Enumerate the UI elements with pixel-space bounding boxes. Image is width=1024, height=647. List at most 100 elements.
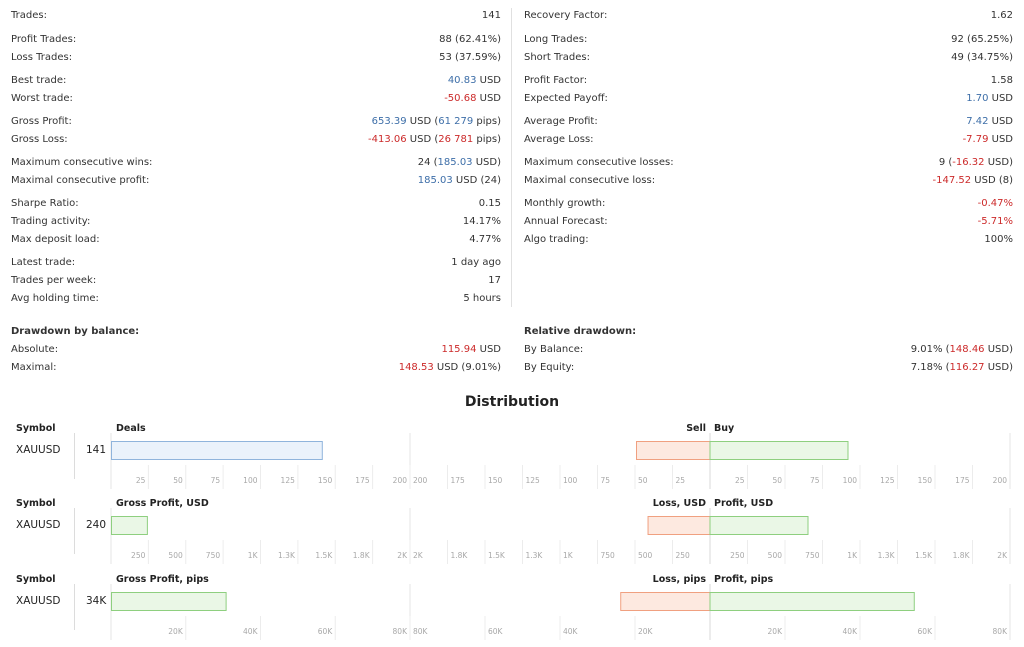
right-negative-tick-label: 1.3K (526, 551, 544, 560)
right-positive-tick-label: 150 (918, 476, 933, 485)
stat-row-monthly-growth: Monthly growth: -0.47% (524, 196, 1013, 212)
stat-label: Maximum consecutive wins: (11, 157, 153, 168)
right-positive-tick-label: 750 (805, 551, 820, 560)
stat-label: Latest trade: (11, 257, 76, 268)
right-negative-tick-label: 1.5K (488, 551, 506, 560)
stat-value-part: USD (988, 116, 1013, 127)
stat-row-short-trades: Short Trades: 49 (34.75%) (524, 50, 1013, 66)
stat-value-part: 1 day ago (451, 257, 501, 268)
stat-value: 4.77% (469, 232, 501, 248)
stat-label: Monthly growth: (524, 198, 606, 209)
distribution-chart: 250 500 750 1K 1.3K 1.5K 1.8K 2K 2K 1.8K 1.5K 1.3K 1… (110, 508, 1011, 564)
right-positive-tick-label: 500 (768, 551, 783, 560)
left-tick-label: 60K (318, 627, 334, 636)
right-positive-tick-label: 100 (843, 476, 858, 485)
right-positive-tick-label: 75 (810, 476, 820, 485)
stat-value: 1 day ago (451, 255, 501, 271)
stat-value-part: 49 (34.75%) (951, 52, 1013, 63)
right-negative-tick-label: 25 (676, 476, 686, 485)
distribution-title: Distribution (464, 394, 560, 410)
stat-label: By Equity: (524, 362, 575, 373)
stat-value-part: USD (9.01%) (433, 362, 501, 373)
stat-value: 40.83 USD (448, 73, 501, 89)
symbol-name: XAUUSD (16, 519, 61, 531)
right-positive-tick-label: 200 (993, 476, 1008, 485)
stat-row-annual-forecast: Annual Forecast: -5.71% (524, 214, 1013, 230)
left-tick-label: 750 (206, 551, 221, 560)
right-negative-tick-label: 2K (413, 551, 424, 560)
right-negative-tick-label: 250 (676, 551, 691, 560)
left-tick-label: 80K (393, 627, 409, 636)
stat-row-trades: Trades: 141 (11, 8, 501, 24)
drawdown-heading: Drawdown by balance: (11, 324, 501, 340)
symbol-count: 240 (86, 519, 107, 531)
stat-value: -5.71% (978, 214, 1013, 230)
stat-value-part: 0.15 (478, 198, 501, 209)
stat-value: -7.79 USD (963, 132, 1013, 148)
column-divider (511, 8, 512, 307)
stat-value: 24 (185.03 USD) (418, 155, 501, 171)
stat-value: 9.01% (148.46 USD) (911, 342, 1013, 358)
stat-label: Absolute: (11, 344, 59, 355)
left-tick-label: 150 (318, 476, 333, 485)
stat-value-part: 53 (37.59%) (439, 52, 501, 63)
stat-value-part: 100% (984, 234, 1013, 245)
left-tick-label: 500 (168, 551, 183, 560)
right-positive-tick-label: 50 (772, 476, 782, 485)
stat-label: Maximum consecutive losses: (524, 157, 674, 168)
symbol-name: XAUUSD (16, 444, 61, 456)
stat-value-part: 92 (65.25%) (951, 34, 1013, 45)
right-negative-tick-label: 200 (413, 476, 428, 485)
stat-value-part: USD) (984, 362, 1013, 373)
right-positive-tick-label: 2K (997, 551, 1008, 560)
stat-label: Maximal: (11, 362, 57, 373)
stat-value-part: 1.70 (966, 93, 989, 104)
stat-row-maximal-consecutive-loss: Maximal consecutive loss: -147.52 USD (8) (524, 173, 1013, 189)
distribution-section: 250 500 750 1K 1.3K 1.5K 1.8K 2K 2K 1.8K 1.5K 1.3K 1… (0, 498, 1024, 570)
stat-label: Recovery Factor: (524, 10, 608, 21)
stat-value-part: USD) (472, 157, 501, 168)
stat-row-avg-holding-time: Avg holding time: 5 hours (11, 291, 501, 307)
stat-value: -50.68 USD (444, 91, 501, 107)
left-chart-header: Gross Profit, USD (116, 498, 209, 509)
left-tick-label: 1.8K (353, 551, 371, 560)
distribution-chart: 20K 40K 60K 80K 80K 60K 40K 20K 20K 40K 60K 80K (110, 584, 1011, 640)
right-positive-tick-label: 1K (847, 551, 858, 560)
stat-value-part: -413.06 (367, 134, 407, 145)
stat-row-loss-trades: Loss Trades: 53 (37.59%) (11, 50, 501, 66)
stat-row-maximum-consecutive-wins: Maximum consecutive wins: 24 (185.03 USD) (11, 155, 501, 171)
left-tick-label: 100 (243, 476, 258, 485)
stat-value-part: USD (476, 344, 501, 355)
stat-value-part: USD (988, 93, 1013, 104)
right-positive-tick-label: 80K (993, 627, 1009, 636)
stat-value: 0.15 (479, 196, 501, 212)
symbol-divider (74, 584, 75, 630)
stat-row-profit-factor: Profit Factor: 1.58 (524, 73, 1013, 89)
right-negative-bar (620, 592, 711, 611)
right-negative-tick-label: 175 (451, 476, 466, 485)
stat-label: Maximal consecutive loss: (524, 175, 656, 186)
stat-row-profit-trades: Profit Trades: 88 (62.41%) (11, 32, 501, 48)
distribution-section: 25 50 75 100 125 150 175 200 200 175 150 125 100 75 50… (0, 423, 1024, 495)
stat-value-part: USD (8) (971, 175, 1013, 186)
stat-value-part: 14.17% (462, 216, 501, 227)
right-chart-positive-header: Profit, USD (714, 498, 774, 509)
stat-row-by-equity: By Equity: 7.18% (116.27 USD) (524, 360, 1013, 376)
stat-value-part: 141 (481, 10, 501, 21)
stat-value-part: 61 279 (438, 116, 474, 127)
stat-row-maximal: Maximal: 148.53 USD (9.01%) (11, 360, 501, 376)
stat-value-part: -5.71% (977, 216, 1013, 227)
drawdown-title: Relative drawdown: (524, 326, 637, 337)
right-negative-tick-label: 60K (488, 627, 504, 636)
right-positive-tick-label: 60K (918, 627, 934, 636)
symbol-count: 34K (86, 595, 107, 607)
left-value-bar (111, 516, 148, 535)
stat-row-gross-profit: Gross Profit: 653.39 USD (61 279 pips) (11, 114, 501, 130)
stat-row-latest-trade: Latest trade: 1 day ago (11, 255, 501, 271)
right-negative-tick-label: 20K (638, 627, 654, 636)
stat-value-part: USD ( (406, 116, 439, 127)
right-positive-bar (709, 592, 915, 611)
right-negative-bar (636, 441, 711, 460)
stat-value-part: 88 (62.41%) (439, 34, 501, 45)
stat-label: Annual Forecast: (524, 216, 608, 227)
